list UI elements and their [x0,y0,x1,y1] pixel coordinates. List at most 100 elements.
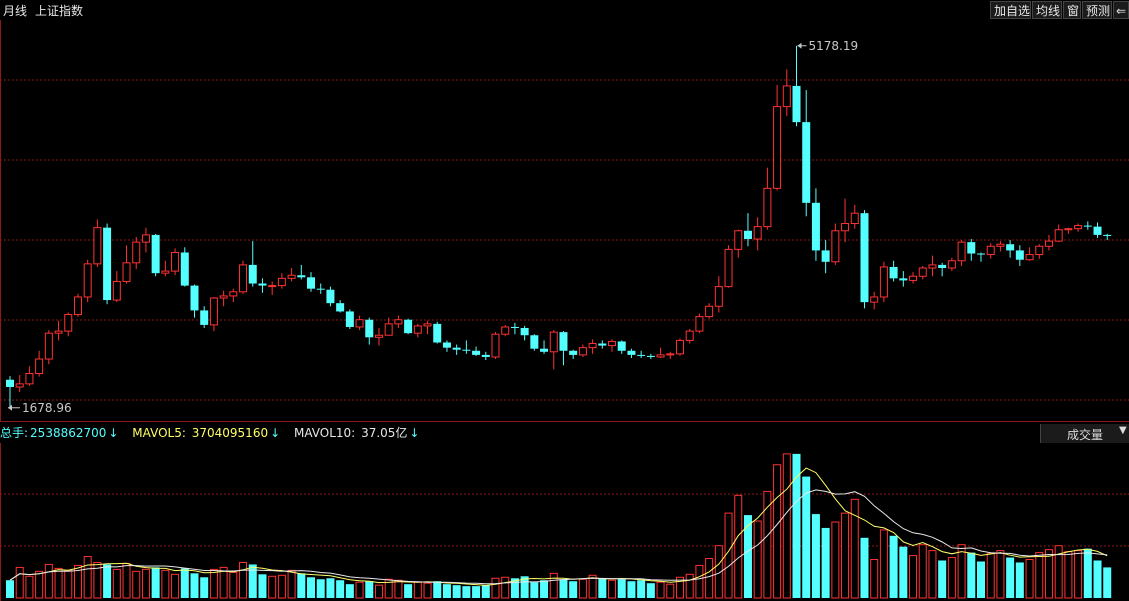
volume-bar [957,544,966,599]
candle [540,340,549,354]
candle [394,315,403,328]
candle-body [821,250,830,262]
candle [307,272,316,292]
candle-body [6,379,14,387]
candle [695,313,704,334]
volume-bar [472,586,481,598]
candle-body [374,334,383,338]
moving-average-button[interactable]: 均线 [1032,1,1062,19]
volume-bar [190,573,199,598]
candle [1035,244,1044,259]
candle-body [1093,226,1102,235]
volume-bar [1074,550,1083,599]
high-value-label: 5178.19 [809,39,859,53]
candle [977,252,985,262]
volume-bar [93,561,102,599]
back-arrow-icon[interactable]: ⇐ [1113,1,1129,19]
candle-body [986,245,995,256]
candle-body [25,373,34,385]
arrow-down-icon: ↓ [108,426,119,440]
candlestick-chart[interactable]: 5178.19 1678.96 [0,20,1129,422]
candle [1083,221,1092,230]
candle [879,261,888,303]
candle [870,291,879,310]
candle-body [870,296,879,303]
candle [297,264,306,280]
candle-body [1064,228,1073,231]
volume-bar [209,568,218,599]
chart-title-bar: 月线 上证指数 加自选 均线 窗 预测 ⇐ [0,0,1129,20]
candle-body [1015,250,1024,260]
candle-body [889,266,898,279]
arrow-down-icon: ↓ [270,426,281,440]
volume-bar [1006,557,1015,598]
candle-body [35,358,44,375]
candle-body [569,350,578,355]
candle [1103,233,1112,241]
volume-bar [64,569,73,599]
candle-body [15,383,24,388]
volume-bar [413,581,422,599]
candle-body [190,285,199,311]
window-button[interactable]: 窗 [1063,1,1081,19]
volume-bar [578,578,587,599]
forecast-button[interactable]: 预测 [1082,1,1112,19]
volume-bar [918,544,927,599]
volume-bar [268,575,277,599]
candle-body [404,319,413,334]
mavol5-line [9,467,1108,586]
candle [656,347,665,358]
candle-body [462,349,471,351]
candle-body [588,343,597,349]
volume-bar [1035,552,1044,599]
candle [947,257,956,272]
candle-body [103,227,112,301]
candle-body [161,270,170,274]
candle [413,323,422,338]
candle-body [675,339,684,355]
candle [219,290,228,307]
volume-bar [870,559,879,599]
candle [287,268,296,282]
candle [811,188,820,261]
volume-bar [122,562,131,599]
candle-body [307,277,316,289]
candle-body [879,266,888,298]
candle-body [617,341,626,351]
add-to-watchlist-button[interactable]: 加自选 [990,1,1031,19]
candle [268,281,277,295]
volume-bar [850,498,859,599]
candle [724,245,733,288]
candle [850,204,859,229]
candle [404,318,413,335]
candle [938,262,947,277]
candle [171,248,180,276]
candle [821,240,830,274]
indicator-dropdown[interactable]: 成交量 ▼ [1040,424,1129,443]
candle [93,219,102,267]
candle [44,330,53,365]
volume-bar [549,572,558,599]
candle-body [326,289,335,304]
candle [122,245,131,284]
candle-body [899,278,908,281]
candle [996,241,1005,252]
candle-body [753,226,762,240]
candle [918,265,927,280]
candle-body [782,85,791,108]
volume-bar [423,582,432,599]
candle-body [112,280,121,301]
volume-chart[interactable] [0,443,1129,601]
volume-bar [501,576,510,599]
volume-bar [132,570,141,599]
candle [617,340,626,354]
volume-bar [899,546,908,598]
candle-body [248,264,257,284]
candle [714,276,723,313]
period-label[interactable]: 月线 [3,4,28,18]
volume-bar [1054,545,1063,599]
candle [15,375,24,393]
candle-body [1054,229,1063,242]
candle [1044,234,1053,251]
volume-bar [996,550,1005,599]
